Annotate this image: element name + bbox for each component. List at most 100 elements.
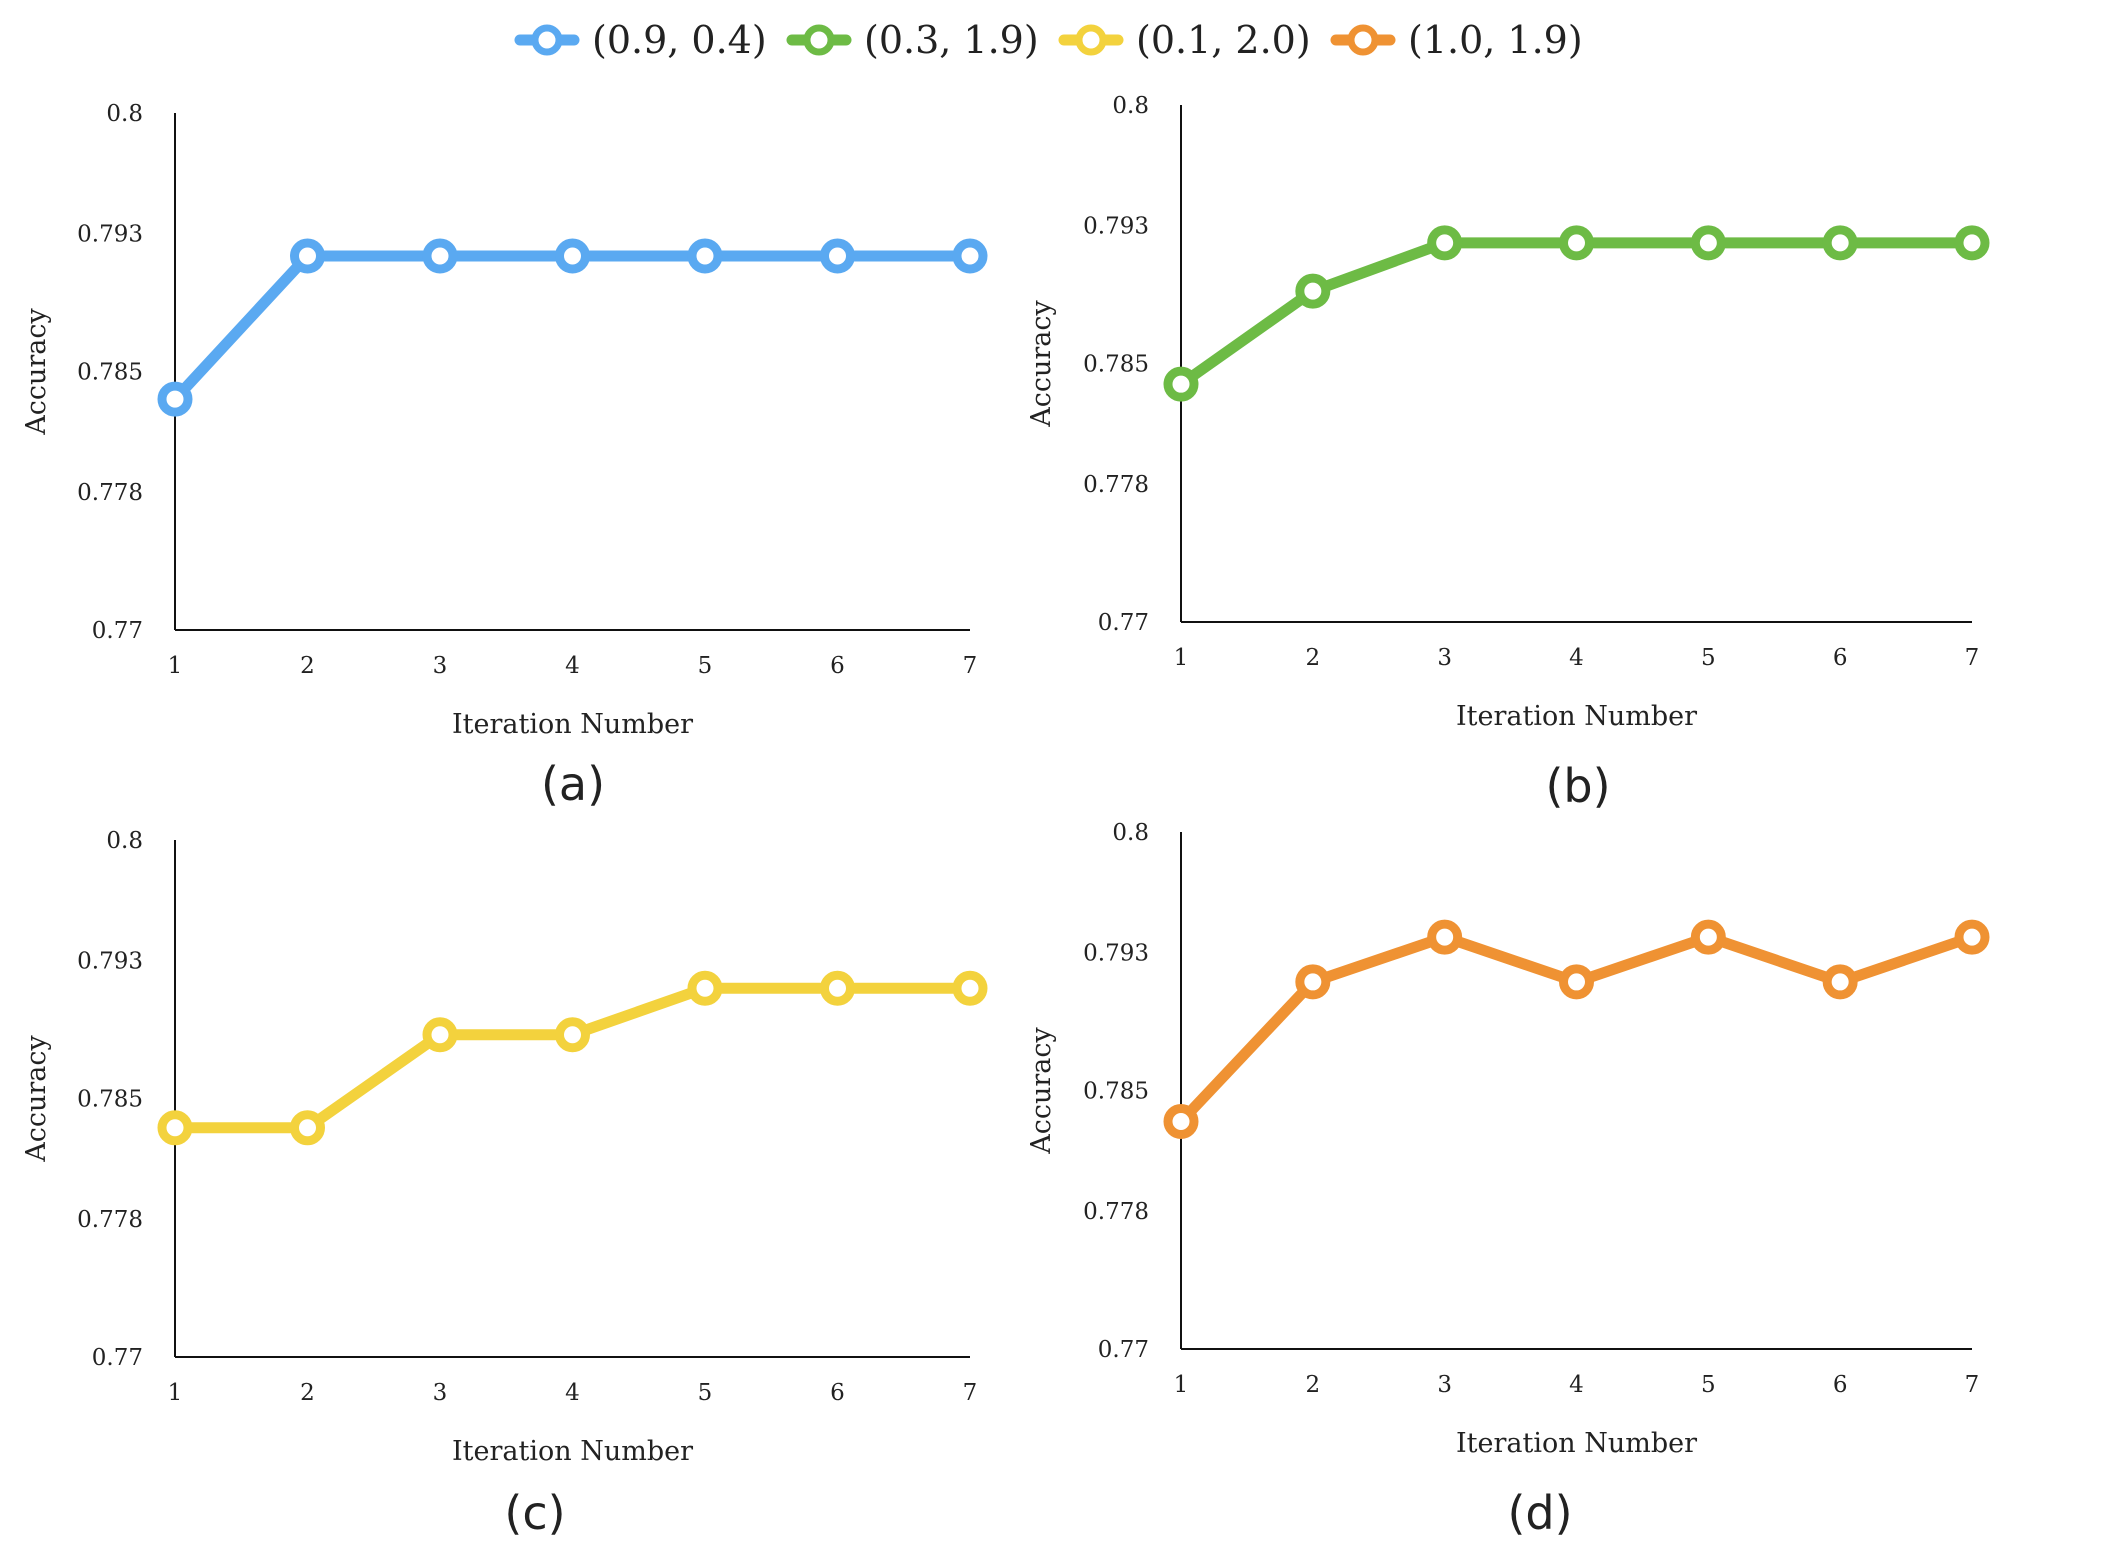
data-point-marker <box>687 238 723 274</box>
x-tick-label: 6 <box>1833 1372 1848 1398</box>
y-tick-label: 0.77 <box>1098 610 1149 636</box>
x-tick-label: 7 <box>1965 645 1980 671</box>
x-tick-label: 7 <box>1965 1372 1980 1398</box>
data-point-marker <box>1427 919 1463 955</box>
x-tick-label: 1 <box>168 653 183 679</box>
legend-label: (0.1, 2.0) <box>1136 18 1311 62</box>
x-axis-title: Iteration Number <box>452 1436 693 1467</box>
data-point-marker <box>820 238 855 274</box>
x-tick-label: 3 <box>433 1380 448 1406</box>
x-tick-label: 3 <box>433 653 448 679</box>
y-tick-label: 0.785 <box>1083 352 1149 378</box>
legend-marker-icon <box>1075 24 1107 56</box>
data-point-marker <box>1163 366 1199 402</box>
y-tick-label: 0.77 <box>1098 1337 1149 1363</box>
x-tick-label: 2 <box>1306 1372 1321 1398</box>
legend-label: (1.0, 1.9) <box>1408 18 1583 62</box>
y-tick-label: 0.8 <box>106 828 143 854</box>
y-tick-label: 0.77 <box>92 1345 143 1371</box>
legend-item: (1.0, 1.9) <box>1330 18 1583 62</box>
y-tick-label: 0.793 <box>77 949 143 975</box>
y-tick-label: 0.77 <box>92 618 143 644</box>
y-tick-label: 0.778 <box>1083 472 1149 498</box>
chart-panel: 0.77 0.778 0.785 0.793 0.8 1 2 3 4 5 6 7 Iteration N… <box>21 101 988 811</box>
data-point-marker <box>1427 225 1463 261</box>
data-point-marker <box>422 238 458 274</box>
data-point-marker <box>1295 273 1331 309</box>
x-tick-label: 4 <box>1569 1372 1584 1398</box>
x-tick-label: 7 <box>963 1380 978 1406</box>
x-tick-label: 3 <box>1437 1372 1452 1398</box>
legend-item: (0.1, 2.0) <box>1058 18 1311 62</box>
data-point-marker <box>1954 919 1990 955</box>
data-point-marker <box>555 1017 590 1053</box>
panel-caption: (c) <box>504 1486 565 1540</box>
legend-marker-icon <box>1347 24 1379 56</box>
chart-panel: 0.77 0.778 0.785 0.793 0.8 1 2 3 4 5 6 7 Iteration N… <box>21 828 988 1540</box>
x-axis-title: Iteration Number <box>1456 1428 1697 1459</box>
y-axis-title: Accuracy <box>21 308 52 436</box>
data-point-marker <box>820 970 855 1006</box>
y-tick-label: 0.793 <box>1083 214 1149 240</box>
x-tick-label: 5 <box>1701 1372 1716 1398</box>
chart-panel: 0.77 0.778 0.785 0.793 0.8 1 2 3 4 5 6 7 Iteration N… <box>1026 820 1990 1540</box>
data-point-marker <box>1559 964 1594 1000</box>
x-axis-title: Iteration Number <box>1456 701 1697 732</box>
chart-panels: 0.77 0.778 0.785 0.793 0.8 1 2 3 4 5 6 7 Iteration N… <box>21 93 1990 1540</box>
data-point-marker <box>1822 964 1858 1000</box>
data-point-marker <box>555 238 590 274</box>
panel-caption: (b) <box>1545 759 1610 813</box>
x-tick-label: 1 <box>1174 645 1189 671</box>
x-tick-label: 6 <box>830 653 845 679</box>
y-tick-label: 0.793 <box>1083 941 1149 967</box>
x-tick-label: 2 <box>300 1380 315 1406</box>
x-tick-label: 5 <box>1701 645 1716 671</box>
y-tick-label: 0.778 <box>77 1207 143 1233</box>
x-tick-label: 2 <box>300 653 315 679</box>
data-point-marker <box>157 1110 193 1146</box>
legend-marker-icon <box>531 24 563 56</box>
data-point-marker <box>1822 225 1858 261</box>
data-point-marker <box>1559 225 1594 261</box>
y-tick-label: 0.778 <box>77 480 143 506</box>
x-tick-label: 5 <box>698 653 713 679</box>
x-axis-title: Iteration Number <box>452 709 693 740</box>
series-line <box>169 982 976 1134</box>
legend-label: (0.3, 1.9) <box>864 18 1039 62</box>
x-tick-label: 1 <box>1174 1372 1189 1398</box>
legend-marker-icon <box>803 24 835 56</box>
x-tick-label: 6 <box>1833 645 1848 671</box>
x-tick-label: 2 <box>1306 645 1321 671</box>
y-tick-label: 0.778 <box>1083 1199 1149 1225</box>
panel-caption: (d) <box>1507 1486 1572 1540</box>
data-point-marker <box>422 1017 458 1053</box>
y-axis-title: Accuracy <box>1026 300 1057 428</box>
x-tick-label: 5 <box>698 1380 713 1406</box>
series-line <box>169 250 976 405</box>
series-line <box>1175 237 1978 390</box>
x-tick-label: 4 <box>565 653 580 679</box>
y-tick-label: 0.8 <box>1112 820 1149 846</box>
data-point-marker <box>952 970 988 1006</box>
legend-label: (0.9, 0.4) <box>592 18 767 62</box>
y-tick-label: 0.8 <box>106 101 143 127</box>
y-tick-label: 0.785 <box>1083 1079 1149 1105</box>
x-tick-label: 1 <box>168 1380 183 1406</box>
y-tick-label: 0.785 <box>77 360 143 386</box>
y-tick-label: 0.8 <box>1112 93 1149 119</box>
data-point-marker <box>290 1110 325 1146</box>
y-tick-label: 0.793 <box>77 222 143 248</box>
legend: (0.9, 0.4) (0.3, 1.9) (0.1, 2.0) (1.0, 1.9) <box>514 18 1583 62</box>
data-point-marker <box>1690 919 1726 955</box>
y-axis-title: Accuracy <box>1026 1027 1057 1155</box>
x-tick-label: 6 <box>830 1380 845 1406</box>
legend-item: (0.3, 1.9) <box>786 18 1039 62</box>
data-point-marker <box>1954 225 1990 261</box>
x-tick-label: 4 <box>1569 645 1584 671</box>
chart-panel: 0.77 0.778 0.785 0.793 0.8 1 2 3 4 5 6 7 Iteration N… <box>1026 93 1990 813</box>
data-point-marker <box>1690 225 1726 261</box>
legend-item: (0.9, 0.4) <box>514 18 767 62</box>
x-tick-label: 3 <box>1437 645 1452 671</box>
data-point-marker <box>952 238 988 274</box>
